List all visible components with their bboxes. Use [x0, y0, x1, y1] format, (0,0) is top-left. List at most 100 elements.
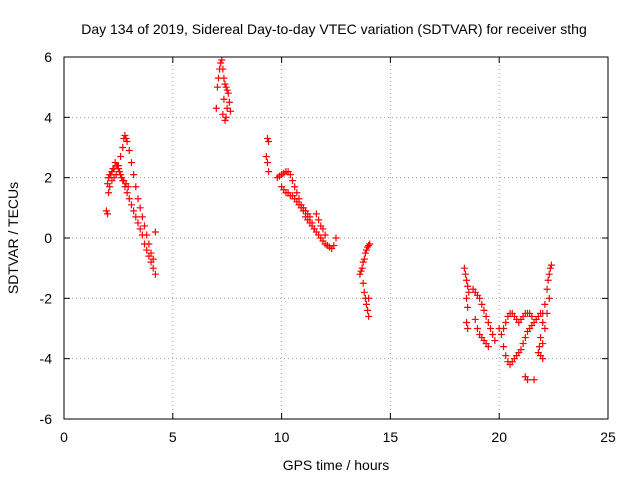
- data-point-marker: [362, 246, 370, 254]
- data-point-marker: [132, 213, 140, 221]
- x-tick-label: 5: [169, 429, 177, 445]
- data-point-marker: [291, 183, 299, 191]
- y-tick-label: 0: [44, 230, 52, 246]
- data-point-marker: [226, 107, 234, 115]
- x-axis-label: GPS time / hours: [283, 457, 390, 473]
- data-point-marker: [461, 270, 469, 278]
- y-tick-label: 4: [44, 109, 52, 125]
- data-point-marker: [519, 340, 527, 348]
- data-point-marker: [484, 318, 492, 326]
- series-arc-5a: [460, 264, 473, 332]
- data-point-marker: [145, 240, 153, 248]
- data-point-marker: [263, 134, 271, 142]
- data-point-marker: [464, 303, 472, 311]
- data-point-marker: [535, 343, 543, 351]
- series-arc-3a: [262, 134, 273, 176]
- data-point-marker: [265, 137, 273, 145]
- data-point-marker: [541, 325, 549, 332]
- data-point-marker: [315, 216, 323, 224]
- data-point-marker: [134, 195, 142, 203]
- plot-frame: [63, 56, 609, 420]
- data-point-marker: [262, 153, 270, 161]
- data-point-marker: [364, 306, 372, 314]
- data-point-marker: [361, 249, 369, 257]
- data-point-marker: [517, 346, 525, 354]
- y-tick-label: 2: [44, 170, 52, 186]
- y-tick-labels: -6 -4 -2 0 2 4 6: [40, 49, 53, 427]
- data-point-marker: [138, 213, 146, 221]
- x-tick-label: 15: [383, 429, 399, 445]
- data-point-marker: [365, 242, 373, 250]
- data-point-marker: [502, 318, 510, 326]
- data-point-marker: [463, 276, 471, 284]
- data-point-marker: [219, 110, 227, 118]
- data-point-marker: [521, 334, 529, 342]
- y-axis-label: SDTVAR / TECUs: [5, 182, 21, 294]
- series-arc-5f: [521, 373, 538, 384]
- data-point-marker: [288, 177, 296, 185]
- data-point-marker: [310, 225, 318, 233]
- data-point-marker: [125, 195, 133, 203]
- data-point-marker: [102, 207, 110, 215]
- data-point-marker: [151, 228, 159, 236]
- data-point-marker: [130, 207, 138, 215]
- data-point-marker: [149, 264, 157, 272]
- data-point-marker: [119, 144, 127, 151]
- chart-title: Day 134 of 2019, Sidereal Day-to-day VTE…: [81, 21, 587, 37]
- data-point-marker: [222, 83, 230, 91]
- data-point-marker: [357, 267, 365, 275]
- data-point-marker: [218, 56, 226, 64]
- data-point-marker: [147, 249, 155, 257]
- data-point-marker: [497, 331, 505, 339]
- data-point-marker: [539, 355, 547, 363]
- data-point-marker: [293, 189, 301, 197]
- data-point-marker: [545, 270, 553, 278]
- data-point-marker: [224, 89, 232, 97]
- series-arc-5b: [469, 285, 499, 351]
- data-point-marker: [141, 222, 149, 230]
- data-point-marker: [104, 210, 112, 218]
- y-tick-label: 6: [44, 49, 52, 65]
- data-point-marker: [480, 306, 488, 314]
- series-arc-5c: [495, 309, 547, 369]
- data-point-marker: [464, 282, 472, 290]
- data-point-marker: [365, 294, 373, 302]
- data-point-marker: [149, 255, 157, 263]
- data-point-marker: [134, 219, 142, 227]
- data-point-marker: [127, 159, 135, 167]
- data-point-marker: [543, 285, 551, 293]
- data-point-marker: [217, 59, 225, 67]
- data-point-marker: [143, 246, 151, 254]
- data-point-marker: [143, 231, 151, 239]
- data-point-marker: [460, 264, 468, 272]
- data-point-marker: [117, 153, 125, 161]
- series-arc-4: [356, 240, 374, 320]
- data-point-marker: [286, 171, 294, 179]
- data-point-marker: [482, 312, 490, 320]
- data-point-marker: [476, 294, 484, 302]
- data-points: [102, 56, 555, 384]
- data-point-marker: [132, 183, 140, 191]
- data-point-marker: [220, 74, 228, 82]
- data-point-marker: [359, 258, 367, 266]
- data-point-marker: [486, 325, 494, 332]
- data-point-marker: [123, 137, 131, 145]
- data-point-marker: [107, 171, 115, 179]
- data-point-marker: [545, 294, 553, 302]
- data-point-marker: [124, 183, 132, 191]
- data-point-marker: [464, 325, 472, 332]
- data-point-marker: [500, 325, 508, 332]
- data-point-marker: [366, 240, 374, 248]
- data-point-marker: [225, 98, 233, 106]
- series-arc-3c: [278, 183, 329, 239]
- series-arc-5e: [534, 261, 555, 363]
- data-point-marker: [136, 204, 144, 212]
- data-point-marker: [122, 134, 130, 142]
- x-tick-label: 0: [60, 429, 68, 445]
- y-tick-label: -4: [40, 351, 53, 367]
- data-point-marker: [537, 334, 545, 342]
- data-point-marker: [544, 276, 552, 284]
- data-point-marker: [319, 225, 327, 233]
- data-point-marker: [502, 352, 510, 360]
- data-point-marker: [130, 171, 138, 179]
